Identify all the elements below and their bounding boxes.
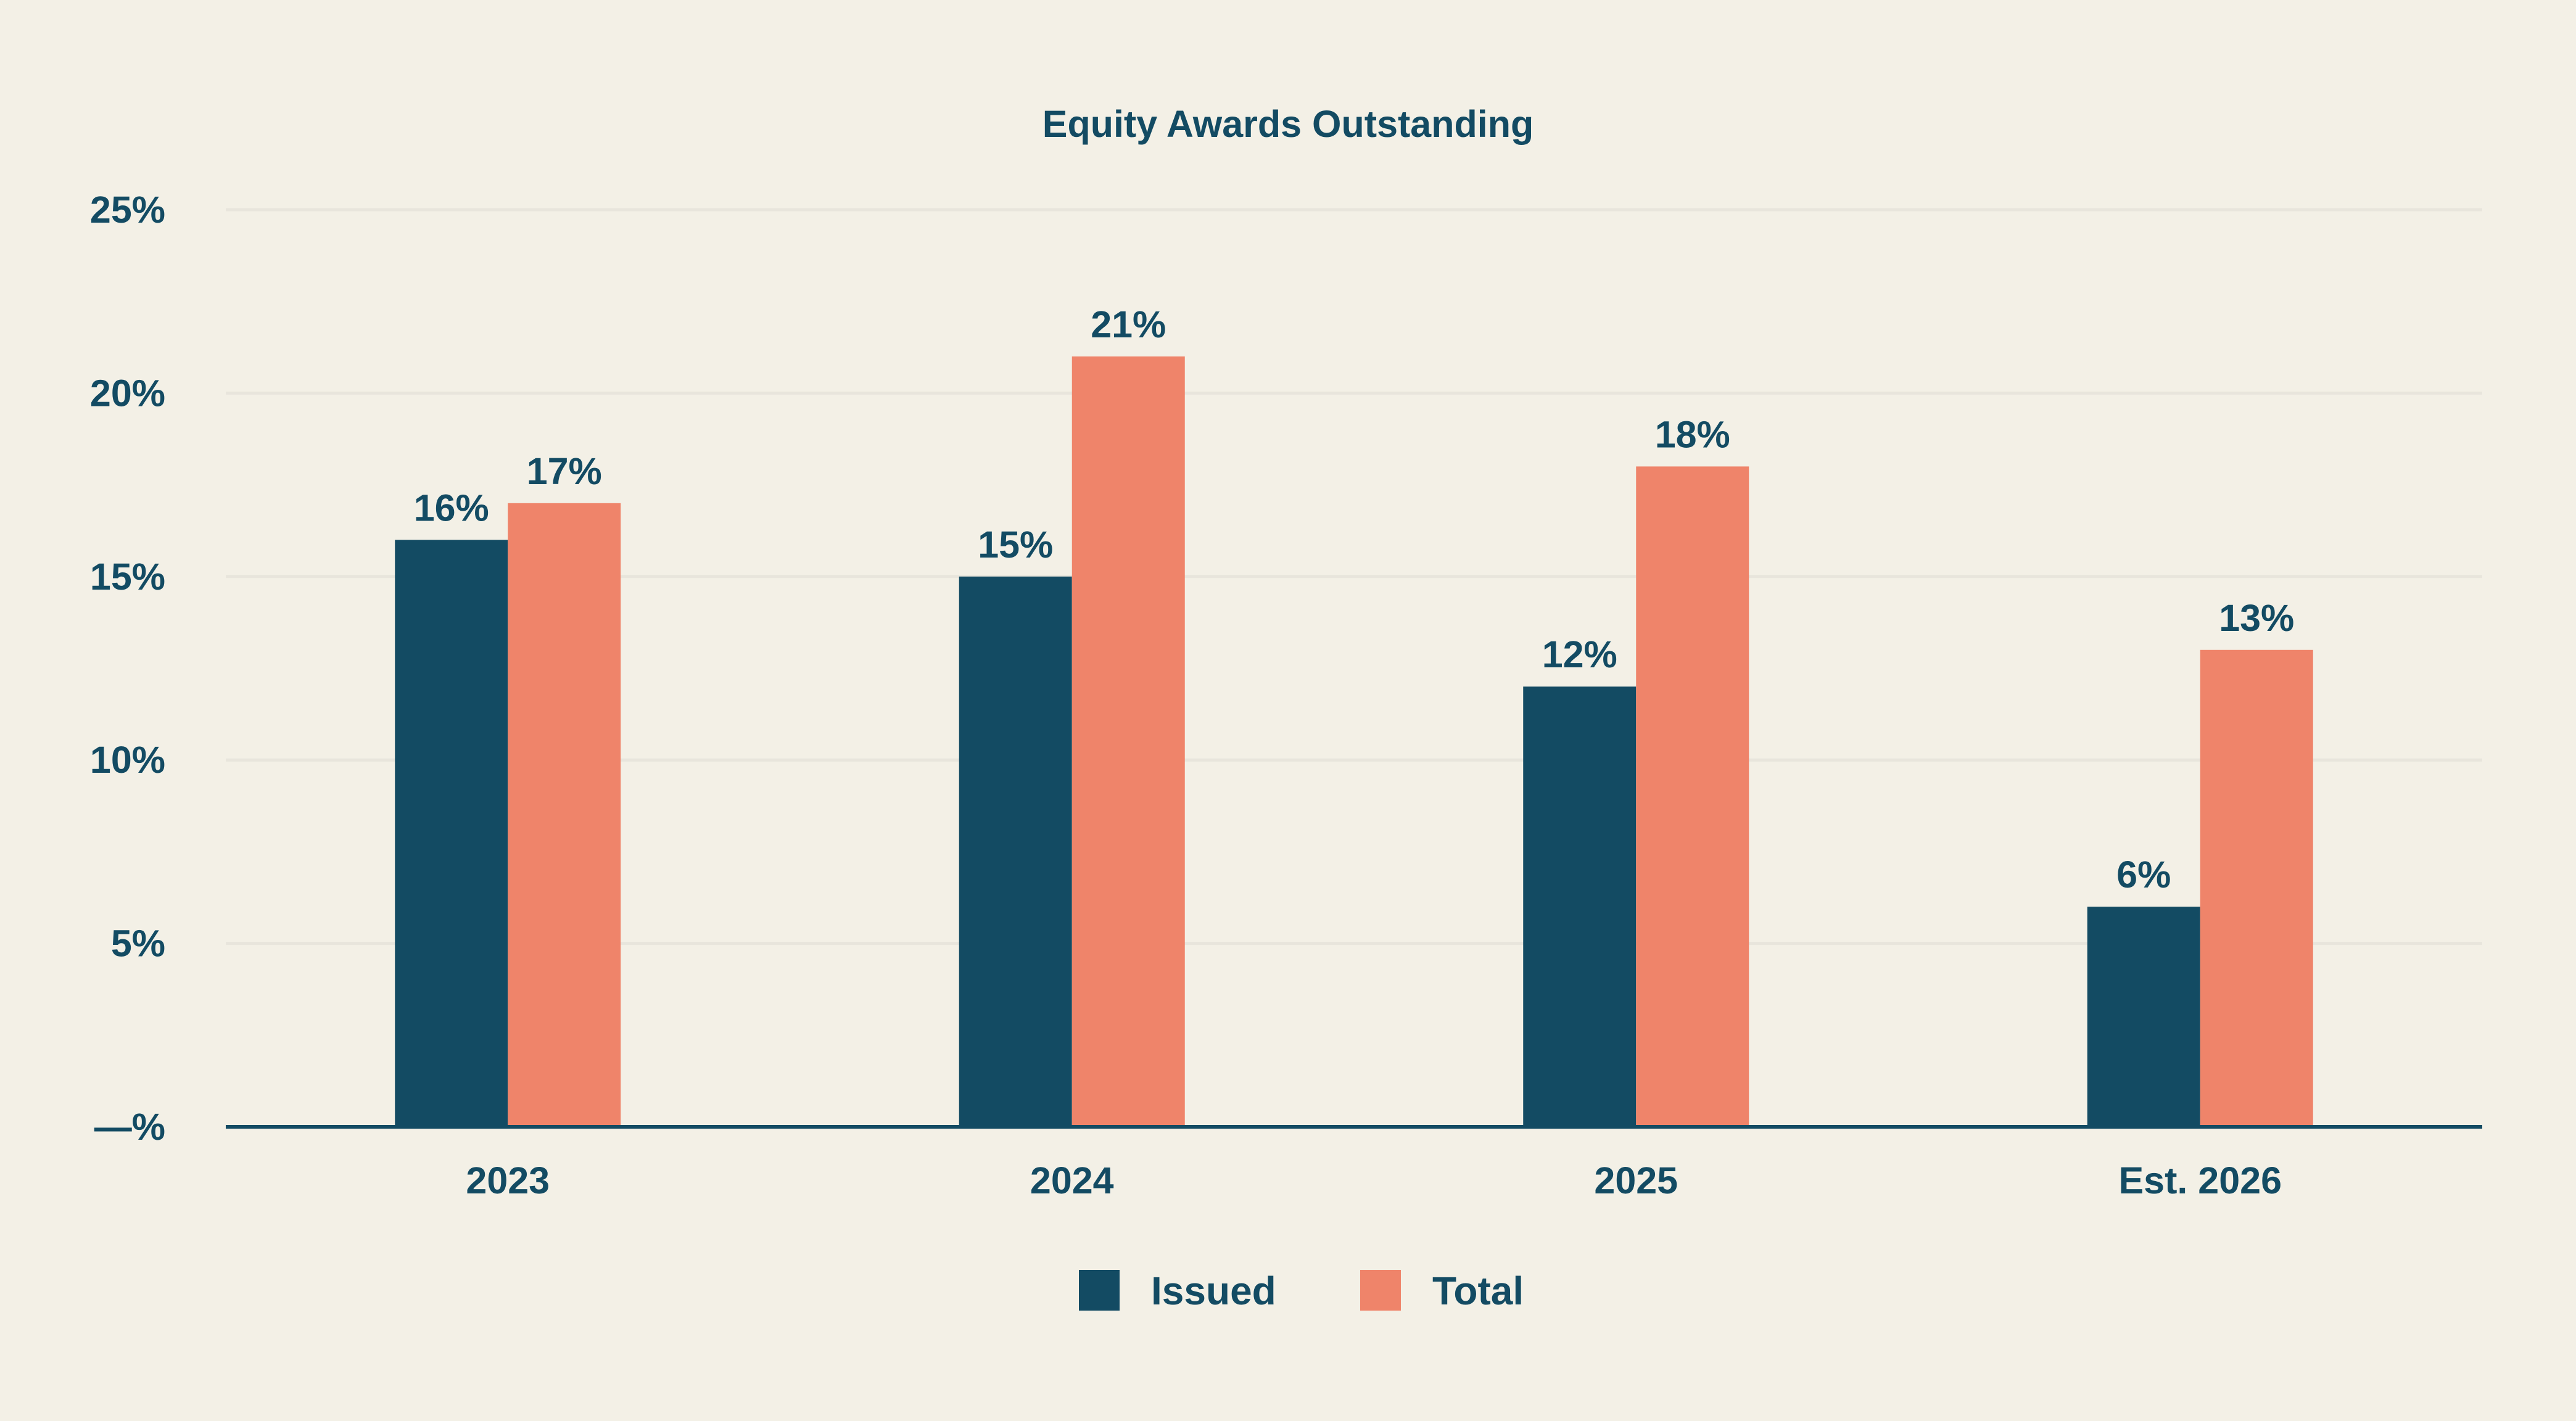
bar-issued-3	[2087, 907, 2200, 1127]
legend-swatch-issued	[1079, 1270, 1120, 1311]
value-label: 16%	[414, 487, 489, 529]
bar-total-3	[2200, 649, 2313, 1127]
y-axis-ticks: —% 5% 10% 15% 20% 25%	[90, 189, 165, 1148]
chart-title: Equity Awards Outstanding	[1042, 103, 1534, 145]
x-axis-ticks: 2023 2024 2025 Est. 2026	[466, 1159, 2282, 1201]
value-label: 18%	[1655, 413, 1730, 455]
bar-issued-1	[959, 576, 1072, 1127]
bar-issued-0	[395, 540, 508, 1127]
y-tick-label: 10%	[90, 739, 165, 781]
value-label: 6%	[2116, 854, 2171, 896]
bar-total-2	[1636, 466, 1749, 1127]
value-label: 21%	[1091, 303, 1166, 345]
value-label: 13%	[2219, 597, 2294, 639]
y-tick-label: 5%	[111, 923, 165, 965]
y-tick-label: —%	[94, 1106, 165, 1148]
legend-label-issued: Issued	[1151, 1269, 1276, 1313]
bar-issued-2	[1523, 686, 1637, 1127]
x-tick-label: 2024	[1030, 1159, 1114, 1201]
legend: Issued Total	[1079, 1269, 1524, 1313]
value-label: 17%	[527, 450, 602, 492]
x-tick-label: 2023	[466, 1159, 550, 1201]
y-tick-label: 25%	[90, 189, 165, 231]
y-tick-label: 15%	[90, 556, 165, 598]
x-tick-label: 2025	[1594, 1159, 1678, 1201]
x-tick-label: Est. 2026	[2118, 1159, 2282, 1201]
value-label: 15%	[978, 524, 1053, 566]
y-tick-label: 20%	[90, 372, 165, 414]
legend-label-total: Total	[1432, 1269, 1524, 1313]
bars	[395, 356, 2313, 1127]
bar-total-0	[508, 503, 621, 1127]
bar-total-1	[1071, 356, 1185, 1127]
value-labels: 16% 17% 15% 21% 12% 18% 6% 13%	[414, 303, 2295, 896]
value-label: 12%	[1542, 633, 1617, 675]
legend-swatch-total	[1360, 1270, 1401, 1311]
